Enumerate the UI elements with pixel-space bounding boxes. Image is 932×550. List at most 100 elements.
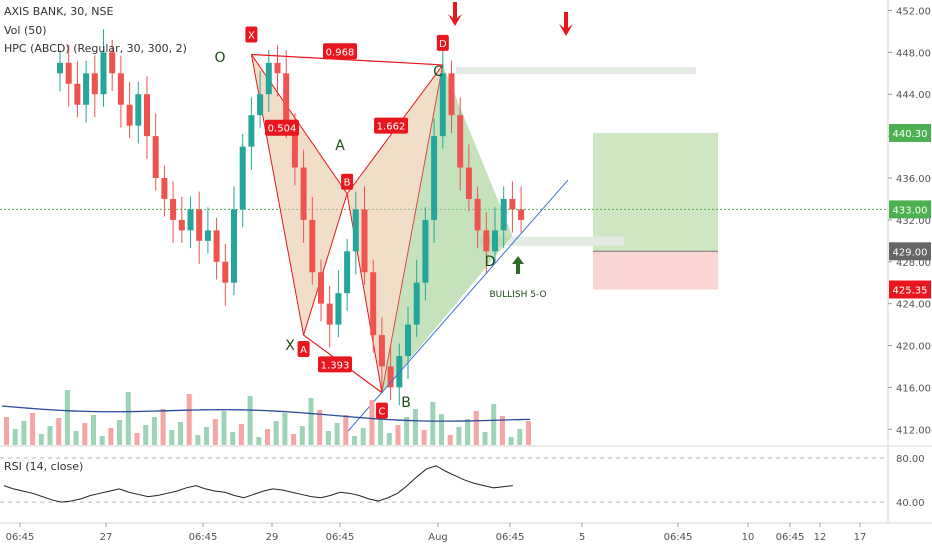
volume-bar: [256, 437, 262, 445]
volume-bar: [308, 398, 314, 445]
ratio-label-bg: [265, 119, 299, 136]
price-tag-target: [889, 123, 931, 142]
volume-bar: [282, 413, 288, 445]
volume-bar: [221, 411, 227, 445]
point-a-marker: A: [297, 341, 310, 358]
volume-bar: [64, 390, 70, 445]
candle-body: [204, 230, 211, 241]
candle-body: [109, 52, 116, 74]
time-tick-label: 06:45: [189, 532, 218, 543]
candle-body: [378, 335, 385, 367]
volume-bar: [499, 416, 505, 445]
candle-body: [126, 104, 133, 126]
wave-label-o: O: [214, 50, 225, 66]
volume-bar: [273, 421, 279, 445]
volume-bar: [265, 429, 270, 445]
time-tick-label: Aug: [428, 532, 448, 543]
volume-bar: [395, 425, 401, 445]
candle-body: [465, 167, 472, 199]
rsi-tick-label: 40.00: [896, 498, 925, 509]
candle-body: [170, 198, 177, 220]
wave-label-a: A: [335, 138, 345, 154]
candle-body: [370, 272, 377, 336]
volume-bar: [447, 435, 453, 445]
price-tick-label: 444.00: [896, 90, 931, 101]
volume-bar: [334, 423, 340, 445]
volume-bar: [317, 410, 323, 445]
time-tick-label: 06:45: [776, 532, 805, 543]
volume-bar: [299, 426, 305, 445]
candle-body: [213, 230, 220, 262]
point-c-marker-text: C: [378, 407, 385, 418]
point-d-marker-text: D: [439, 39, 447, 50]
price-tag-label-entry: 429.00: [893, 247, 928, 258]
point-x-marker-text: X: [248, 30, 255, 41]
ratio-label: 0.968: [326, 47, 355, 58]
point-c-marker-bg: [375, 402, 388, 419]
candle-body: [474, 198, 481, 231]
wave-label-c: C: [433, 64, 443, 80]
candle-body: [291, 125, 298, 168]
point-b-marker: B: [341, 173, 354, 190]
candle-body: [300, 167, 307, 220]
ratio-label: 1.393: [321, 360, 350, 371]
volume-bar: [360, 428, 366, 445]
volume-bar: [325, 431, 331, 445]
time-tick-label: 29: [266, 532, 279, 543]
price-tick-label: 412.00: [896, 425, 931, 436]
time-tick-label: 10: [742, 532, 755, 543]
wave-label-d: D: [485, 254, 496, 270]
point-x-marker-bg: [245, 26, 258, 43]
volume-bar: [47, 426, 53, 445]
volume-bar: [230, 432, 236, 445]
candle-body: [65, 62, 72, 84]
time-tick-label: 5: [579, 532, 585, 543]
candle-body: [405, 324, 411, 356]
price-tag-current: [889, 200, 931, 219]
price-tag-stop: [889, 280, 931, 299]
volume-bar: [30, 413, 36, 445]
candle-body: [57, 62, 63, 74]
candle-body: [344, 251, 351, 294]
xab-triangle: [250, 54, 348, 336]
volume-bar: [38, 434, 44, 445]
candle-body: [387, 366, 394, 388]
candle-body: [83, 73, 90, 105]
candle-body: [448, 73, 455, 116]
price-tick-label: 436.00: [896, 174, 931, 185]
symbol-title: AXIS BANK, 30, NSE: [4, 5, 114, 18]
volume-bar: [247, 396, 253, 445]
volume-bar: [378, 412, 384, 445]
volume-bar: [352, 436, 357, 445]
stop-zone: [593, 251, 718, 290]
volume-bar: [73, 431, 79, 445]
volume-bar: [195, 435, 201, 445]
candle-body: [318, 272, 324, 304]
volume-bar: [412, 409, 418, 445]
candle-body: [413, 282, 420, 325]
point-a-marker-bg: [297, 341, 310, 358]
volume-bar: [12, 429, 18, 445]
ratio-label-bg: [374, 117, 408, 134]
volume-bar: [212, 419, 218, 445]
candle-body: [422, 219, 429, 283]
time-tick-label: 06:45: [6, 532, 35, 543]
candle-body: [91, 73, 98, 95]
ratio-label: 1.662: [377, 122, 406, 133]
price-tick-label: 416.00: [896, 383, 931, 394]
candle-body: [100, 52, 107, 95]
volume-bar: [508, 437, 514, 445]
price-tag-label-current: 433.00: [893, 205, 928, 216]
candle-body: [152, 136, 159, 178]
volume-bar: [517, 429, 523, 445]
volume-bar: [125, 392, 131, 445]
candle-body: [187, 209, 194, 231]
time-tick-label: 17: [854, 532, 867, 543]
price-tick-label: 432.00: [896, 216, 931, 227]
candle-body: [518, 209, 525, 220]
bullish-arrow-icon: [512, 256, 524, 274]
trend-line: [344, 179, 569, 435]
volume-bar: [430, 402, 436, 445]
candle-body: [492, 230, 498, 252]
